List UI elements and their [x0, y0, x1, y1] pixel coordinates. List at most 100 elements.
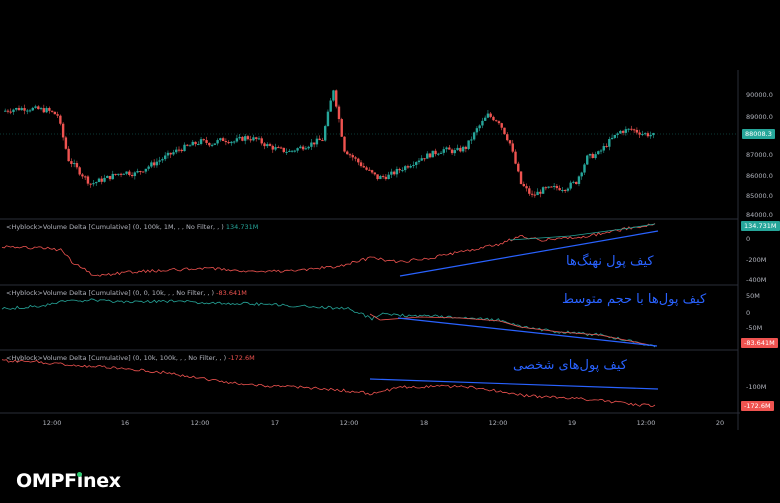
price-axis-label: 87000.0	[746, 151, 773, 159]
candle-body	[354, 157, 357, 159]
candle-body	[122, 173, 126, 175]
candle-body	[230, 141, 233, 144]
indicator-axis-label: -400M	[746, 276, 767, 284]
candle-body	[597, 151, 600, 155]
candle-body	[39, 108, 43, 110]
price-axis-label: 85000.0	[746, 192, 773, 200]
candle-body	[519, 171, 523, 184]
candle-body	[216, 140, 219, 144]
candle-body	[586, 155, 589, 165]
candle-body	[17, 107, 21, 111]
candle-body	[580, 172, 583, 177]
candle-body	[649, 135, 652, 137]
indicator-label-retail[interactable]: <Hyblock>Volume Delta [Cumulative] (0, 1…	[6, 354, 255, 362]
candle-body	[31, 107, 34, 111]
candle-body	[461, 146, 465, 152]
indicator-axis-label: 50M	[746, 292, 760, 300]
candle-body	[517, 163, 520, 172]
candle-body	[387, 174, 390, 180]
candle-body	[497, 121, 501, 124]
price-axis-label: 84000.0	[746, 211, 773, 219]
candle-body	[100, 178, 103, 182]
candle-body	[376, 174, 379, 180]
candle-body	[550, 186, 553, 188]
time-axis-label: 20	[715, 419, 725, 427]
candle-body	[426, 153, 429, 159]
candle-body	[456, 147, 459, 151]
candle-body	[20, 108, 23, 111]
candle-body	[191, 141, 194, 146]
candle-body	[252, 137, 255, 141]
candle-body	[37, 106, 40, 110]
cvd-whales-path	[1, 223, 656, 277]
candle-body	[348, 154, 352, 156]
candle-body	[61, 123, 65, 138]
candle-body	[448, 147, 451, 150]
candle-body	[296, 148, 299, 151]
candle-body	[152, 162, 156, 166]
annotation-retail: کیف پول‌های شخصی	[513, 358, 627, 373]
candle-body	[635, 129, 639, 133]
candle-body	[288, 150, 291, 152]
candle-body	[599, 150, 603, 152]
candle-body	[431, 150, 434, 158]
candle-body	[544, 187, 548, 189]
candle-body	[390, 171, 393, 175]
candle-body	[28, 110, 32, 112]
candle-body	[111, 173, 114, 180]
candle-body	[249, 139, 252, 141]
candle-body	[437, 153, 440, 155]
candle-body	[221, 138, 225, 142]
candle-body	[263, 143, 266, 147]
candle-body	[445, 147, 448, 150]
indicator-label-medium[interactable]: <Hyblock>Volume Delta [Cumulative] (0, 0…	[6, 289, 247, 297]
candle-body	[508, 140, 512, 144]
time-axis-label: 12:00	[636, 419, 656, 427]
candle-body	[561, 189, 564, 191]
candle-body	[117, 173, 120, 175]
candle-body	[541, 187, 545, 194]
indicator-label-whales[interactable]: <Hyblock>Volume Delta [Cumulative] (0, 1…	[6, 223, 259, 231]
candle-body	[48, 107, 51, 111]
candlestick-series	[4, 89, 655, 198]
candle-body	[106, 175, 109, 178]
candle-body	[213, 143, 217, 145]
candle-body	[346, 151, 349, 155]
candle-body	[569, 182, 572, 189]
indicator-axis-label: -100M	[746, 383, 767, 391]
candle-body	[312, 142, 316, 145]
time-axis-label: 16	[120, 419, 130, 427]
candle-body	[166, 152, 170, 156]
candle-body	[329, 100, 332, 112]
indicator-axis-label: -200M	[746, 256, 767, 264]
indicator-axis-label: 0	[746, 309, 751, 317]
candle-body	[605, 146, 608, 148]
candle-body	[89, 183, 92, 185]
candle-body	[506, 134, 509, 141]
cvd-medium-line	[1, 298, 656, 348]
candle-body	[238, 136, 241, 139]
candle-body	[301, 146, 305, 150]
candle-body	[70, 161, 73, 164]
last-price-tag: 88008.3	[742, 129, 775, 139]
candle-body	[141, 171, 145, 173]
time-axis-label: 12:00	[42, 419, 62, 427]
candle-body	[53, 111, 57, 115]
indicator-tag-whales: 134.731M	[741, 221, 780, 231]
time-axis-label: 12:00	[339, 419, 359, 427]
candle-body	[511, 143, 514, 152]
candle-body	[97, 178, 101, 183]
candle-body	[624, 129, 628, 133]
annotation-medium: کیف پول‌ها با حجم متوسط	[562, 292, 707, 307]
candle-body	[130, 174, 134, 177]
candle-body	[271, 145, 274, 150]
candle-body	[304, 148, 308, 150]
candle-body	[15, 107, 18, 110]
candle-body	[398, 168, 401, 171]
candle-body	[572, 181, 575, 183]
trendline-whales	[399, 230, 659, 277]
candle-body	[583, 164, 586, 173]
candle-body	[260, 138, 263, 144]
candle-body	[257, 138, 261, 140]
